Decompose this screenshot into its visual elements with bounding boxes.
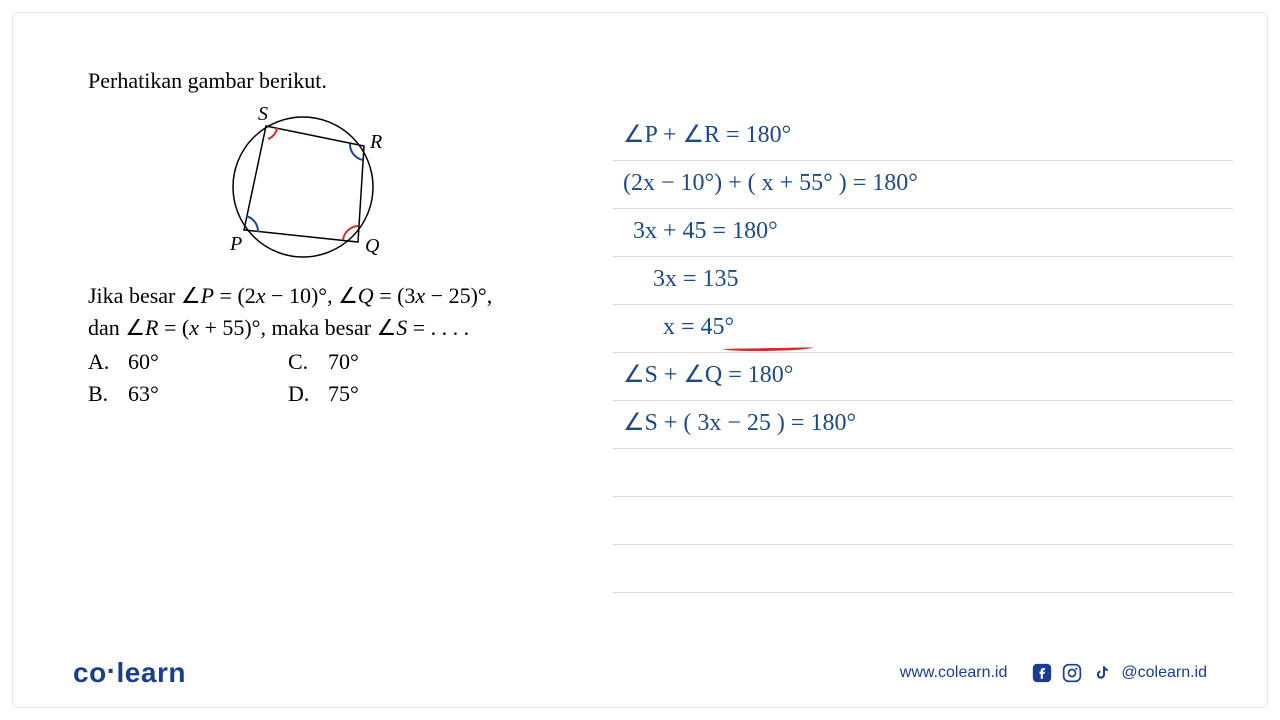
option-a-letter: A. — [88, 346, 114, 378]
work-line-1: (2x − 10°) + ( x + 55° ) = 180° — [613, 161, 1233, 209]
content-frame: Perhatikan gambar berikut. S R Q — [12, 12, 1268, 708]
options-grid: A. 60° C. 70° B. 63° D. 75° — [88, 346, 568, 410]
footer-url: www.colearn.id — [900, 664, 1008, 682]
social-icons: @colearn.id — [1031, 662, 1207, 684]
work-line-8 — [613, 497, 1233, 545]
work-line-7 — [613, 449, 1233, 497]
work-line-2: 3x + 45 = 180° — [613, 209, 1233, 257]
footer: co·learn www.colearn.id @colearn.id — [13, 647, 1267, 707]
work-line-4: x = 45° — [613, 305, 1233, 353]
work-line-6: ∠S + ( 3x − 25 ) = 180° — [613, 401, 1233, 449]
option-b-value: 63° — [128, 378, 159, 410]
option-a-value: 60° — [128, 346, 159, 378]
brand-logo: co·learn — [73, 657, 186, 689]
option-c-letter: C. — [288, 346, 314, 378]
option-d-letter: D. — [288, 378, 314, 410]
option-b: B. 63° — [88, 378, 288, 410]
label-p: P — [229, 233, 242, 255]
label-q: Q — [365, 235, 380, 257]
footer-right: www.colearn.id @colearn.id — [900, 662, 1207, 684]
logo-dot: · — [107, 655, 117, 686]
question-title: Perhatikan gambar berikut. — [88, 68, 568, 94]
logo-part2: learn — [117, 657, 186, 688]
work-line-9 — [613, 545, 1233, 593]
option-d: D. 75° — [288, 378, 488, 410]
facebook-icon — [1031, 662, 1053, 684]
tiktok-icon — [1091, 662, 1113, 684]
label-r: R — [369, 131, 382, 153]
work-line-4-text: x = 45° — [663, 314, 734, 340]
option-d-value: 75° — [328, 378, 359, 410]
instagram-icon — [1061, 662, 1083, 684]
circle-diagram: S R Q P — [208, 102, 408, 272]
question-panel: Perhatikan gambar berikut. S R Q — [88, 68, 568, 410]
work-panel: ∠P + ∠R = 180° (2x − 10°) + ( x + 55° ) … — [613, 113, 1233, 593]
option-b-letter: B. — [88, 378, 114, 410]
option-c: C. 70° — [288, 346, 488, 378]
logo-part1: co — [73, 657, 107, 688]
label-s: S — [258, 103, 268, 125]
question-condition-2: dan ∠R = (x + 55)°, maka besar ∠S = . . … — [88, 312, 568, 344]
work-line-3: 3x = 135 — [613, 257, 1233, 305]
footer-handle: @colearn.id — [1121, 664, 1207, 682]
work-line-0: ∠P + ∠R = 180° — [613, 113, 1233, 161]
work-line-5: ∠S + ∠Q = 180° — [613, 353, 1233, 401]
option-c-value: 70° — [328, 346, 359, 378]
option-a: A. 60° — [88, 346, 288, 378]
question-condition-1: Jika besar ∠P = (2x − 10)°, ∠Q = (3x − 2… — [88, 280, 568, 312]
red-underline — [723, 344, 813, 352]
